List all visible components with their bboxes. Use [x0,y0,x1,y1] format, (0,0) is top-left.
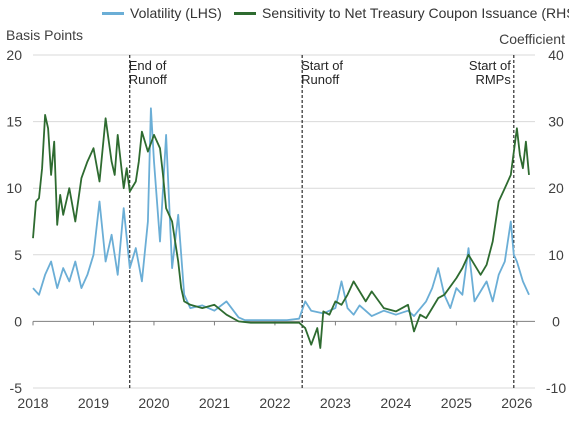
legend-item-sensitivity: Sensitivity to Net Treasury Coupon Issua… [234,5,569,21]
x-tick-label: 2019 [78,395,109,411]
left-tick-label: 15 [6,114,22,130]
x-tick-label: 2024 [380,395,411,411]
event-label: Runoff [301,72,339,87]
x-tick-label: 2018 [17,395,48,411]
x-tick-label: 2021 [199,395,230,411]
x-tick-label: 2020 [138,395,169,411]
right-tick-label: 30 [548,114,564,130]
volatility-series-line [32,107,530,322]
right-tick-label: 10 [548,247,564,263]
left-axis-title: Basis Points [6,27,84,43]
event-label: Start of [301,58,343,73]
x-tick-label: 2023 [320,395,351,411]
event-label: End of [129,58,167,73]
left-tick-label: 0 [14,313,22,329]
right-tick-label: -10 [546,380,566,396]
event-label: Runoff [129,72,167,87]
x-tick-label: 2025 [441,395,472,411]
legend-swatch-volatility [102,11,124,15]
sensitivity-series-line [32,114,530,349]
x-tick-label: 2022 [259,395,290,411]
legend-label-volatility: Volatility (LHS) [130,5,222,21]
right-axis-title: Coefficient [499,31,565,47]
left-tick-label: 10 [6,180,22,196]
legend-label-sensitivity: Sensitivity to Net Treasury Coupon Issua… [262,5,569,21]
legend-swatch-sensitivity [234,11,256,15]
legend: Volatility (LHS) Sensitivity to Net Trea… [0,5,569,25]
right-tick-label: 40 [548,47,564,63]
event-label: Start of [469,58,511,73]
left-tick-label: 5 [14,247,22,263]
x-tick-label: 2026 [501,395,532,411]
right-tick-label: 0 [552,313,560,329]
event-label: RMPs [475,72,511,87]
left-tick-label: -5 [10,380,23,396]
legend-item-volatility: Volatility (LHS) [102,5,222,21]
right-tick-label: 20 [548,180,564,196]
left-tick-label: 20 [6,47,22,63]
